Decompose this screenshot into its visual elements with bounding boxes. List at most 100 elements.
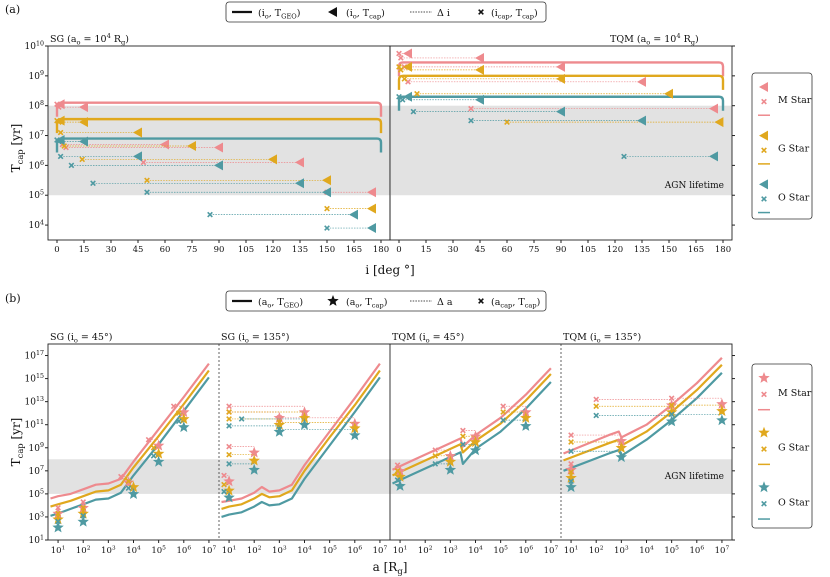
geo-curve-g-star [392,373,552,477]
panel-a-legend-x-marker [478,9,484,15]
cap-triangle-marker [714,117,724,128]
panel-a-legend-x-marker-b [478,9,484,15]
x-tick-label: 101​ [222,545,237,556]
acap-x-marker [394,467,401,474]
panel-b-legend-name-0: M Star [778,388,812,399]
cap-star-marker [248,446,260,458]
icap-x-marker [79,156,86,163]
acap-x-marker [568,461,574,467]
panel-b-legend-x-2-b [761,500,767,507]
icap-x-marker-b [55,119,62,125]
x-tick-label: 15 [421,245,432,255]
acap-x-marker-b [568,448,574,455]
icap-x-marker-b [621,153,627,160]
cap-star-marker [520,412,532,423]
x-tick-label: 106​ [347,545,362,556]
x-tick-label: 15 [79,245,90,255]
acap-x-marker-b [226,422,232,429]
x-tick-label: 107​ [373,545,388,556]
icap-x-marker-b [57,129,64,136]
x-tick-label: 107​ [202,545,217,556]
acap-x-marker-b [593,412,600,419]
cap-star-marker [298,412,311,423]
acap-x-marker [226,451,232,458]
acap-x-marker [460,441,466,448]
cap-triangle-marker [637,76,646,87]
acap-x-marker [80,499,87,505]
geo-curve-o-star [221,376,381,518]
acap-x-marker-b [170,403,177,410]
x-tick-label: 150 [319,245,335,255]
acap-x-marker [221,481,227,488]
cap-triangle-marker [295,157,304,168]
acap-x-marker-b [226,403,232,410]
acap-x-marker [500,403,507,410]
cap-star-marker [716,405,728,416]
y-tick-label: 107​ [29,465,44,477]
panel-b-legend-delta-label: Δ a [437,297,453,308]
acap-x-marker [118,473,124,480]
icap-x-marker [504,119,510,125]
cap-star-marker [444,463,457,475]
cap-star-marker [273,418,286,430]
panel-b-legend-x-2 [761,500,767,507]
y-tick-label: 108​ [29,100,44,112]
panel-a-ylabel: Tcap​ [yr] [9,124,25,173]
cap-triangle-marker [55,99,65,110]
cap-triangle-marker [133,127,142,138]
panel-a-legend-frame [225,1,547,23]
y-tick-label: 1015​ [25,373,44,385]
cap-star-marker [615,435,628,446]
cap-star-marker [469,436,482,448]
acap-x-marker [500,417,507,423]
acap-x-marker-b [226,451,232,458]
panel-a-legend-x-0-b [761,98,767,105]
icap-x-marker-b [399,96,406,103]
x-tick-label: 165 [346,245,362,255]
x-tick-label: 105​ [664,545,679,556]
icap-x-marker-b [410,108,417,115]
acap-x-marker [432,447,439,453]
geo-curve-g-star [397,74,725,90]
acap-x-marker [432,452,439,459]
cap-star-marker [77,507,89,519]
y-tick-label: 1013​ [25,396,44,408]
panel-b-series-legend: M Star G Star O Star [751,363,813,529]
acap-x-marker [175,410,182,417]
icap-x-marker [324,205,330,212]
x-tick-label: 101​ [51,545,66,556]
y-tick-label: 101​ [29,534,44,546]
cap-star-marker [469,444,482,456]
acap-x-marker [394,462,401,468]
acap-x-marker-b [80,499,87,505]
acap-x-marker [593,403,600,410]
panel-b-label: (b) [5,292,21,305]
icap-x-marker-b [55,104,62,111]
icap-x-marker [468,117,474,124]
acap-x-marker-b [568,478,574,485]
icap-x-marker-b [144,177,150,184]
x-tick-label: 103​ [272,545,287,556]
acap-x-marker-b [460,441,466,448]
x-tick-label: 0 [54,245,59,255]
acap-x-marker-b [226,409,232,415]
cap-star-marker [52,521,64,533]
cap-triangle-marker [556,73,565,84]
panel-b-legend-star-0 [758,372,770,383]
panel-a-series-legend: M Star G Star O Star [751,72,813,220]
y-tick-label: 109​ [29,442,44,454]
acap-x-marker-b [568,461,574,467]
icap-x-marker-b [414,90,420,97]
icap-x-marker [410,108,417,115]
cap-triangle-marker [475,64,484,75]
cap-star-marker [152,455,165,467]
x-tick-label: 107​ [715,545,730,556]
cap-triangle-marker [322,175,331,186]
acap-x-marker-b [500,403,507,410]
acap-x-marker [568,448,574,455]
cap-star-marker [178,406,190,418]
cap-triangle-marker [133,151,142,162]
acap-x-marker [668,411,675,418]
acap-x-marker-b [460,427,466,434]
icap-x-marker-b [324,205,330,212]
